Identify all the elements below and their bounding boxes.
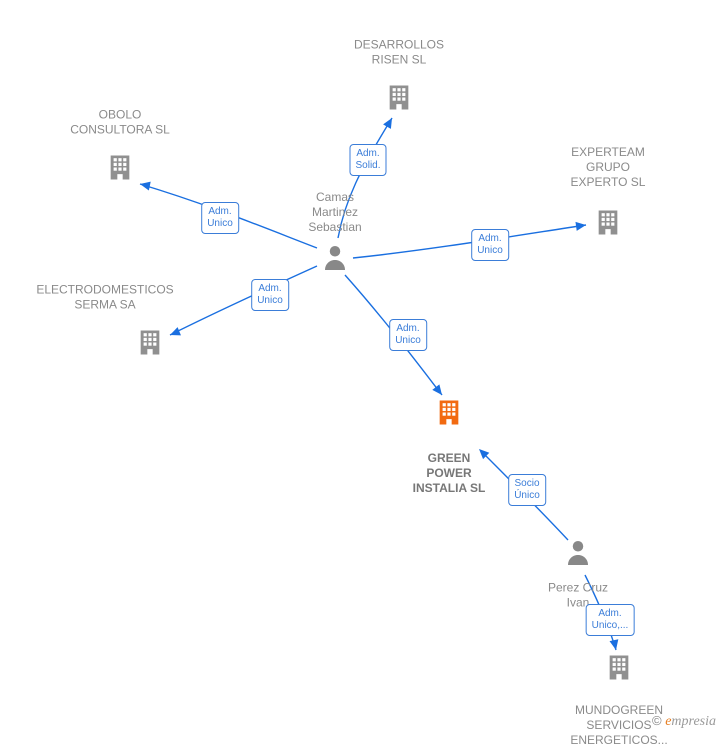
- node-green[interactable]: GREEN POWER INSTALIA SL: [433, 397, 465, 434]
- arrowhead-icon: [610, 639, 619, 650]
- building-icon: [104, 152, 136, 184]
- person-icon: [320, 243, 350, 273]
- edge-label: Adm. Unico: [471, 229, 509, 261]
- edge-camas-experteam: [353, 225, 586, 258]
- edge-label: Adm. Unico,...: [586, 604, 635, 636]
- person-icon: [563, 538, 593, 568]
- arrowhead-icon: [383, 118, 392, 129]
- edge-label: Adm. Unico: [389, 319, 427, 351]
- node-label: GREEN POWER INSTALIA SL: [413, 451, 486, 496]
- node-experteam[interactable]: EXPERTEAM GRUPO EXPERTO SL: [592, 207, 624, 244]
- node-obolo[interactable]: OBOLO CONSULTORA SL: [104, 152, 136, 189]
- node-label: DESARROLLOS RISEN SL: [354, 37, 444, 67]
- brand-rest: mpresia: [671, 714, 716, 729]
- node-label: EXPERTEAM GRUPO EXPERTO SL: [571, 145, 646, 190]
- node-label: OBOLO CONSULTORA SL: [70, 107, 170, 137]
- diagram-canvas: Camas Martinez Sebastian DESARROLLOS RIS…: [0, 0, 728, 740]
- copyright-symbol: ©: [652, 713, 662, 728]
- building-icon: [134, 327, 166, 359]
- building-icon: [592, 207, 624, 239]
- watermark: © empresia: [652, 713, 716, 730]
- edge-label: Adm. Solid.: [349, 144, 386, 176]
- node-desarrollos[interactable]: DESARROLLOS RISEN SL: [383, 82, 415, 119]
- edge-label: Socio Único: [508, 474, 546, 506]
- node-label: ELECTRODOMESTICOS SERMA SA: [36, 282, 173, 312]
- edge-camas-serma: [170, 266, 317, 335]
- arrowhead-icon: [432, 384, 442, 395]
- building-icon: [433, 397, 465, 429]
- node-camas[interactable]: Camas Martinez Sebastian: [320, 243, 350, 278]
- node-perez[interactable]: Perez Cruz Ivan: [563, 538, 593, 573]
- building-icon: [383, 82, 415, 114]
- building-icon: [603, 652, 635, 684]
- node-serma[interactable]: ELECTRODOMESTICOS SERMA SA: [134, 327, 166, 364]
- edge-label: Adm. Unico: [251, 279, 289, 311]
- arrowhead-icon: [575, 222, 586, 231]
- arrowhead-icon: [170, 327, 181, 335]
- node-label: Camas Martinez Sebastian: [308, 190, 361, 235]
- node-mundogreen[interactable]: MUNDOGREEN SERVICIOS ENERGETICOS...: [603, 652, 635, 689]
- edge-label: Adm. Unico: [201, 202, 239, 234]
- arrowhead-icon: [140, 182, 151, 191]
